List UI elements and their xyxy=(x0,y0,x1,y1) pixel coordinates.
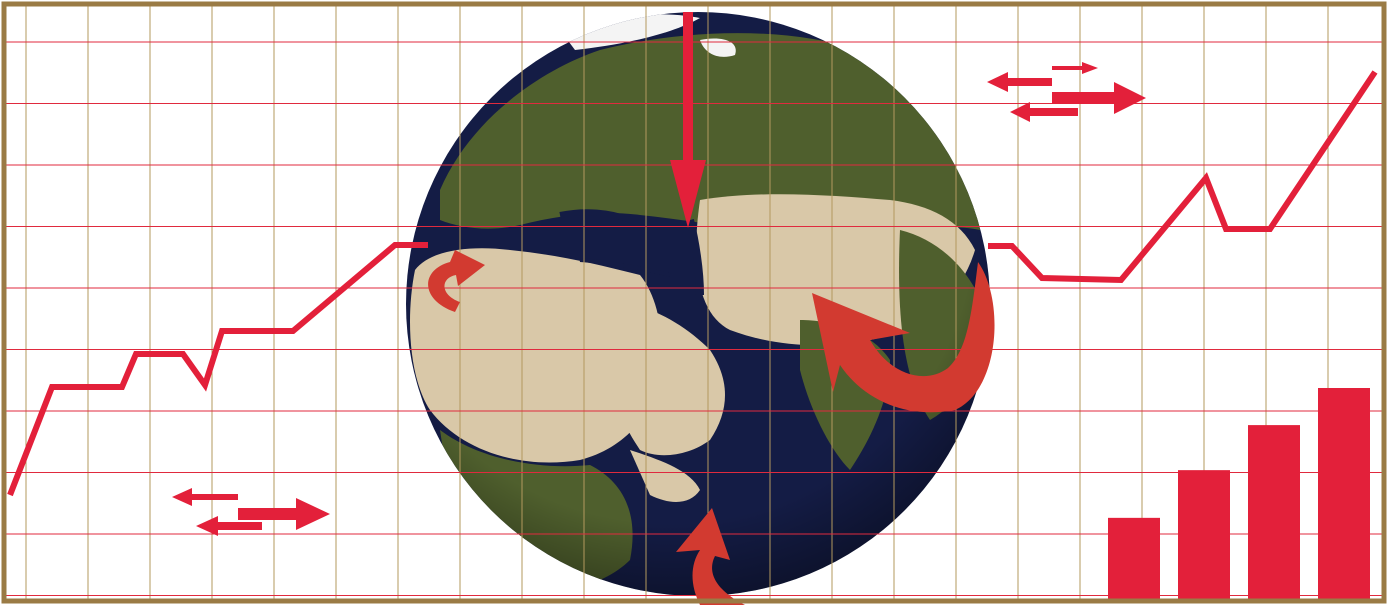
right-arrow-icon xyxy=(238,498,330,530)
globe-icon xyxy=(406,12,990,596)
flow-arrows xyxy=(428,12,995,605)
trend-line-icon xyxy=(7,70,1378,497)
left-arrow-icon xyxy=(1010,102,1078,122)
bar xyxy=(1178,470,1230,600)
bar-chart-icon xyxy=(1108,388,1370,600)
right-arrow-icon xyxy=(1052,82,1146,114)
trend-line-left xyxy=(7,242,428,497)
left-arrow-icon xyxy=(987,72,1052,92)
right-arrow-icon xyxy=(1052,62,1098,74)
trend-line-right xyxy=(988,70,1378,284)
curved-arrow-icon xyxy=(428,250,485,312)
globe-shading xyxy=(406,12,990,596)
left-arrow-icon xyxy=(172,488,238,506)
left-arrow-icon xyxy=(196,516,262,536)
curved-arrow-icon xyxy=(676,508,745,605)
grid-vertical-lines xyxy=(25,6,1329,599)
exchange-arrows-left xyxy=(172,488,330,536)
bar xyxy=(1248,425,1300,600)
bar xyxy=(1108,517,1160,600)
exchange-arrows-right xyxy=(987,62,1146,122)
curved-arrow-icon xyxy=(812,262,995,413)
bar xyxy=(1318,388,1370,600)
down-arrow-icon xyxy=(670,12,706,228)
